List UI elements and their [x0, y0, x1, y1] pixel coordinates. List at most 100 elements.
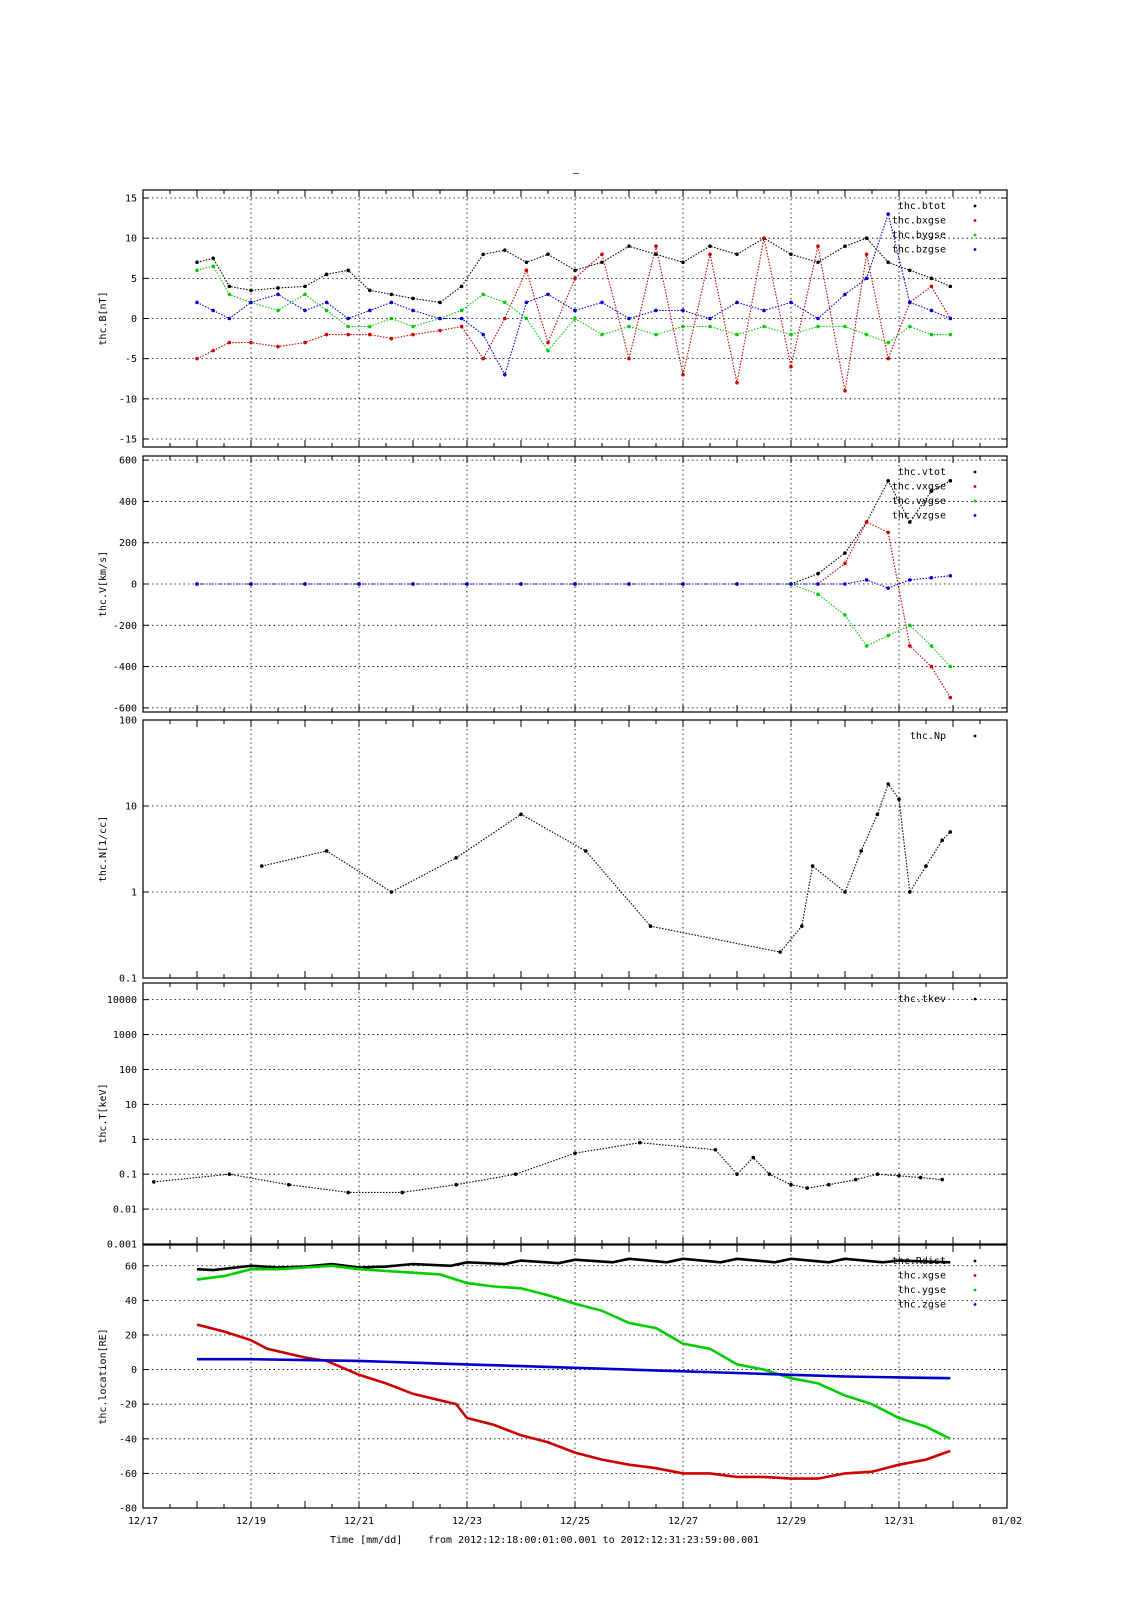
panel-1: -15 -10 -5 0 5 10 15 thc.B[nT] thc.btot thc.bxgse…	[98, 189, 1008, 448]
panel-frame	[142, 982, 1008, 1245]
data-point	[816, 244, 820, 249]
data-point	[886, 212, 890, 216]
data-point	[929, 664, 934, 669]
data-point	[908, 520, 912, 524]
panel-frame	[142, 189, 1008, 448]
data-point	[195, 260, 199, 265]
x-tick-label: 12/29	[776, 1516, 806, 1527]
data-point	[276, 308, 280, 313]
legend-marker	[973, 233, 977, 237]
data-point	[346, 268, 351, 273]
y-tick-label: 0	[131, 1365, 137, 1376]
data-point	[249, 288, 253, 293]
data-point	[195, 300, 199, 305]
data-point	[573, 582, 577, 586]
data-point	[886, 478, 890, 483]
data-point	[648, 924, 653, 929]
data-point	[789, 1182, 793, 1187]
data-point	[843, 324, 847, 329]
data-point	[524, 316, 529, 321]
data-point	[897, 797, 901, 801]
panel-2: -600 -400 -200 0 200 400 600 thc.V[km/s] thc.vto…	[98, 455, 1008, 714]
data-point	[735, 252, 739, 257]
data-point	[762, 324, 766, 329]
data-point	[875, 812, 880, 817]
y-tick-label: 1	[131, 888, 137, 899]
data-point	[908, 644, 912, 648]
legend-marker	[973, 499, 977, 503]
data-point	[654, 308, 658, 313]
data-point	[929, 644, 934, 648]
data-point	[303, 308, 307, 313]
data-point	[948, 573, 953, 578]
data-point	[875, 1172, 880, 1176]
legend-marker	[973, 470, 977, 474]
data-point	[681, 260, 685, 265]
data-point	[681, 372, 685, 377]
data-point	[459, 308, 464, 313]
y-axis-label: thc.B[nT]	[98, 291, 109, 345]
data-point	[940, 838, 944, 843]
legend-marker	[973, 219, 977, 222]
data-point	[816, 316, 820, 321]
data-point	[864, 520, 869, 524]
data-point	[843, 561, 847, 566]
y-tick-label: 10	[125, 802, 137, 813]
data-point	[929, 332, 934, 337]
y-tick-label: 1000	[113, 1030, 137, 1041]
data-point	[546, 348, 550, 353]
data-point	[816, 260, 820, 265]
data-point	[600, 332, 604, 337]
legend-marker	[973, 1274, 977, 1277]
x-tick-label: 12/27	[668, 1516, 698, 1527]
data-point	[481, 292, 486, 297]
series-group	[195, 478, 953, 700]
data-point	[708, 252, 712, 257]
y-tick-label: 10	[125, 234, 137, 245]
y-tick-label: 600	[119, 456, 137, 467]
data-point	[211, 348, 215, 353]
data-point	[864, 252, 869, 257]
data-point	[864, 644, 869, 648]
data-point	[886, 340, 890, 345]
data-point	[940, 1177, 944, 1182]
series-trace-1	[153, 1142, 943, 1193]
legend-label: thc.xgse	[898, 1271, 946, 1282]
y-tick-label: -15	[119, 434, 137, 445]
panel-frame	[142, 719, 1008, 979]
data-point	[948, 478, 953, 483]
data-point	[389, 890, 394, 894]
figure-title: –	[573, 168, 580, 179]
data-point	[816, 582, 820, 586]
y-tick-label: -600	[113, 703, 137, 714]
data-point	[389, 316, 394, 321]
data-point	[459, 316, 464, 321]
x-tick-label: 12/25	[560, 1516, 590, 1527]
data-point	[789, 300, 793, 305]
data-point	[735, 1172, 739, 1176]
data-point	[438, 300, 442, 305]
legend-marker	[973, 1259, 977, 1263]
data-point	[227, 292, 232, 297]
data-point	[805, 1186, 809, 1190]
y-tick-label: -60	[119, 1469, 137, 1480]
legend-label: thc.vtot	[898, 467, 946, 478]
y-axis-label: thc.location[RE]	[98, 1328, 109, 1424]
legend-label: thc.vxgse	[892, 482, 946, 493]
legend-label: thc.bygse	[892, 230, 946, 241]
y-tick-label: 400	[119, 497, 137, 508]
panel-frame	[142, 1244, 1008, 1509]
data-point	[778, 950, 782, 954]
data-point	[789, 252, 793, 257]
series-line-4	[197, 1357, 951, 1380]
y-tick-label: 0.01	[113, 1205, 137, 1216]
data-point	[346, 316, 351, 321]
legend-marker	[973, 1288, 977, 1292]
data-point	[908, 890, 912, 894]
data-point	[929, 308, 934, 313]
data-point	[864, 236, 869, 240]
data-point	[789, 364, 793, 369]
data-point	[519, 582, 523, 586]
data-point	[762, 308, 766, 313]
data-point	[546, 292, 550, 297]
